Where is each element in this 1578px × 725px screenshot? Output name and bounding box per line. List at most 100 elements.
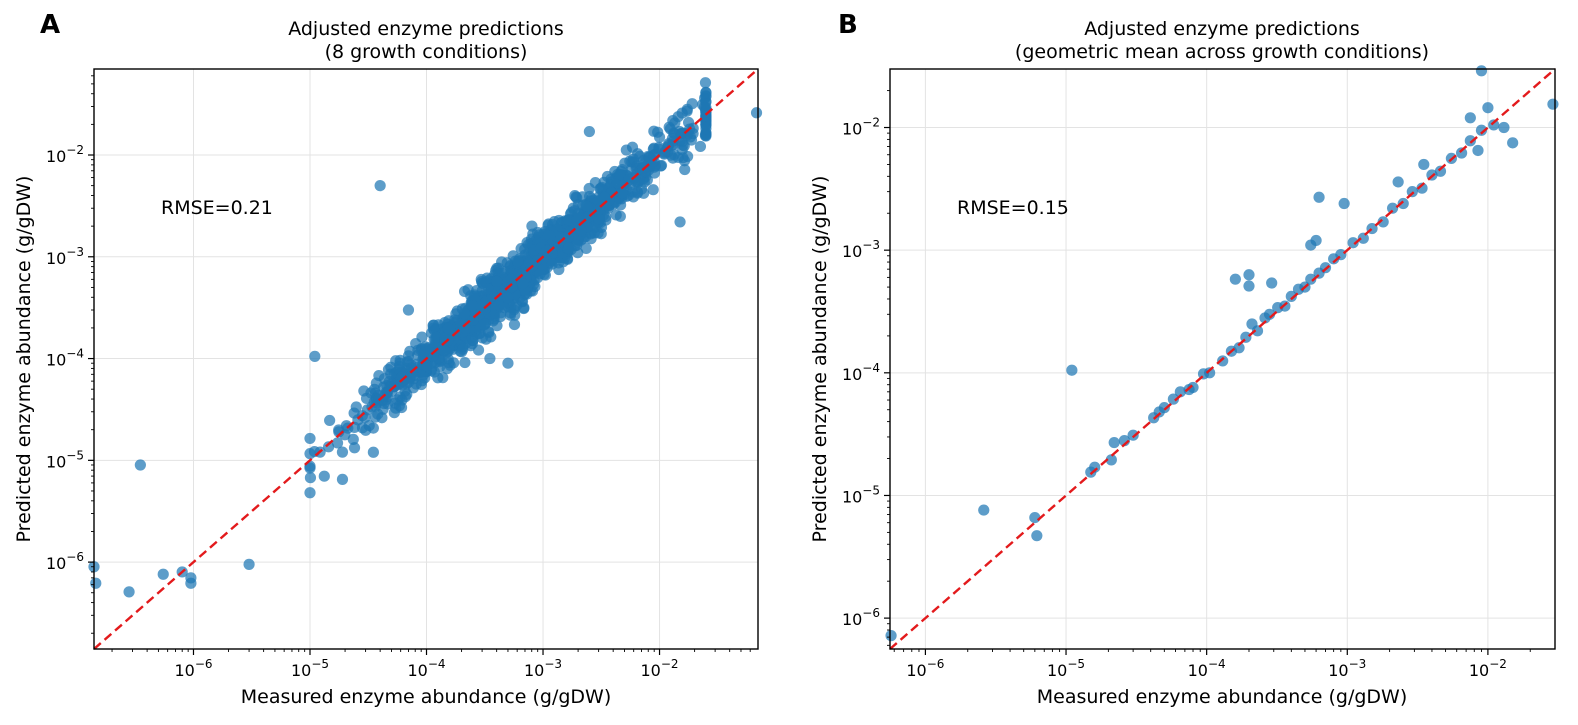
data-point	[580, 242, 592, 255]
data-point	[491, 320, 503, 332]
data-point	[677, 127, 689, 139]
data-point	[243, 558, 255, 570]
data-point	[491, 275, 503, 288]
data-point	[694, 140, 707, 153]
data-point	[324, 414, 336, 427]
data-point	[438, 345, 451, 357]
data-point	[458, 308, 471, 320]
x-tick-label: 10−6	[906, 657, 944, 680]
data-point	[1464, 112, 1476, 124]
data-point	[1204, 367, 1216, 379]
data-point	[978, 504, 990, 516]
data-point	[521, 237, 533, 249]
data-point	[406, 362, 418, 374]
panel-a-letter: A	[40, 10, 60, 40]
data-point	[304, 487, 316, 499]
data-point	[581, 200, 593, 212]
x-tick-label: 10−4	[1188, 657, 1226, 680]
y-tick-label: 10−4	[46, 347, 84, 370]
data-point	[467, 314, 479, 326]
data-point	[1488, 119, 1500, 131]
data-point	[572, 199, 584, 211]
data-point	[134, 459, 146, 471]
data-point	[457, 343, 469, 355]
panel-a-y-axis-label: Predicted enzyme abundance (g/gDW)	[13, 176, 35, 543]
x-tick-label: 10−2	[1469, 657, 1507, 680]
y-tick-label: 10−4	[842, 361, 880, 384]
data-point	[1029, 511, 1041, 524]
data-point	[309, 350, 321, 362]
panel-a-reference-line	[93, 68, 759, 650]
x-tick-label: 10−4	[407, 657, 445, 680]
data-point	[679, 163, 691, 176]
data-point	[425, 346, 437, 359]
data-point	[1455, 147, 1468, 159]
data-point	[563, 242, 575, 254]
data-point	[482, 283, 494, 295]
data-point	[1310, 234, 1322, 247]
data-point	[420, 360, 433, 372]
data-point	[699, 77, 712, 89]
data-point	[1338, 197, 1350, 210]
data-point	[627, 153, 639, 165]
data-point	[614, 168, 626, 181]
data-point	[1187, 381, 1199, 394]
data-point	[1167, 393, 1179, 405]
panel-b-points	[885, 65, 1559, 642]
y-tick-label: 10−2	[842, 116, 880, 139]
data-point	[1233, 342, 1245, 354]
data-point	[601, 170, 614, 183]
data-point	[681, 105, 693, 117]
data-point	[648, 161, 660, 173]
data-point	[502, 357, 514, 369]
data-point	[359, 411, 371, 424]
data-point	[348, 407, 360, 419]
panel-b-frame	[889, 68, 1556, 650]
data-point	[494, 311, 506, 323]
data-point	[885, 630, 897, 642]
data-point	[583, 125, 595, 138]
data-point	[647, 184, 659, 196]
y-tick-label: 10−5	[842, 483, 880, 506]
data-point	[502, 291, 514, 304]
data-point	[185, 572, 197, 584]
data-point	[157, 568, 169, 580]
x-tick-label: 10−3	[1328, 657, 1366, 680]
data-point	[365, 387, 377, 399]
data-point	[1251, 325, 1264, 337]
data-point	[367, 446, 379, 458]
data-point	[666, 132, 679, 145]
data-point	[575, 225, 587, 237]
data-point	[508, 318, 521, 331]
panel-b-reference-line	[889, 68, 1556, 650]
data-point	[1089, 461, 1101, 473]
data-point	[668, 148, 680, 161]
data-point	[506, 281, 518, 293]
y-tick-label: 10−6	[842, 606, 880, 629]
data-point	[595, 182, 607, 195]
data-point	[700, 122, 712, 135]
data-point	[1507, 137, 1519, 149]
data-point	[616, 187, 628, 199]
data-point	[562, 214, 574, 226]
x-tick-label: 10−6	[174, 657, 212, 680]
data-point	[623, 174, 635, 186]
data-point	[318, 470, 330, 482]
panel-b-ticks: 10−6 10−5 10−4 10−3 10−2 10−6 10−5 10−4 10−3 10−2	[842, 90, 1531, 680]
x-tick-label: 10−3	[524, 657, 562, 680]
data-point	[674, 216, 686, 228]
panel-b-grid	[890, 69, 1555, 649]
data-point	[700, 102, 712, 114]
data-point	[1482, 102, 1494, 114]
data-point	[348, 442, 361, 454]
data-point	[90, 577, 102, 589]
data-point	[304, 448, 316, 460]
panel-a: A Adjusted enzyme predictions (8 growth …	[13, 10, 763, 708]
data-point	[1174, 386, 1186, 398]
data-point	[377, 403, 389, 415]
data-point	[667, 114, 679, 127]
data-point	[484, 352, 496, 365]
data-point	[1416, 182, 1428, 194]
data-point	[1386, 202, 1399, 214]
panel-b-x-axis-label: Measured enzyme abundance (g/gDW)	[1037, 686, 1408, 708]
